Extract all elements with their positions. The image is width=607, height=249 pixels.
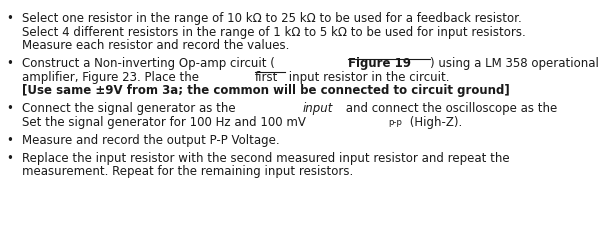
Text: •: •	[6, 133, 13, 146]
Text: •: •	[6, 102, 13, 115]
Text: ) using a LM 358 operational: ) using a LM 358 operational	[430, 57, 599, 70]
Text: Construct a Non-inverting Op-amp circuit (: Construct a Non-inverting Op-amp circuit…	[22, 57, 275, 70]
Text: and connect the oscilloscope as the: and connect the oscilloscope as the	[342, 102, 561, 115]
Text: •: •	[6, 57, 13, 70]
Text: Figure 19: Figure 19	[348, 57, 412, 70]
Text: p-p: p-p	[388, 118, 402, 127]
Text: first: first	[255, 70, 279, 83]
Text: input resistor in the circuit.: input resistor in the circuit.	[285, 70, 450, 83]
Text: Measure each resistor and record the values.: Measure each resistor and record the val…	[22, 39, 290, 52]
Text: input: input	[302, 102, 333, 115]
Text: amplifier, Figure 23. Place the: amplifier, Figure 23. Place the	[22, 70, 203, 83]
Text: Replace the input resistor with the second measured input resistor and repeat th: Replace the input resistor with the seco…	[22, 151, 510, 165]
Text: measurement. Repeat for the remaining input resistors.: measurement. Repeat for the remaining in…	[22, 165, 353, 178]
Text: Select one resistor in the range of 10 kΩ to 25 kΩ to be used for a feedback res: Select one resistor in the range of 10 k…	[22, 12, 522, 25]
Text: (High-Z).: (High-Z).	[406, 116, 463, 128]
Text: Set the signal generator for 100 Hz and 100 mV: Set the signal generator for 100 Hz and …	[22, 116, 306, 128]
Text: [Use same ±9V from 3a; the common will be connected to circuit ground]: [Use same ±9V from 3a; the common will b…	[22, 84, 510, 97]
Text: Select 4 different resistors in the range of 1 kΩ to 5 kΩ to be used for input r: Select 4 different resistors in the rang…	[22, 25, 526, 39]
Text: Measure and record the output P-P Voltage.: Measure and record the output P-P Voltag…	[22, 133, 280, 146]
Text: Connect the signal generator as the: Connect the signal generator as the	[22, 102, 239, 115]
Text: •: •	[6, 12, 13, 25]
Text: •: •	[6, 151, 13, 165]
